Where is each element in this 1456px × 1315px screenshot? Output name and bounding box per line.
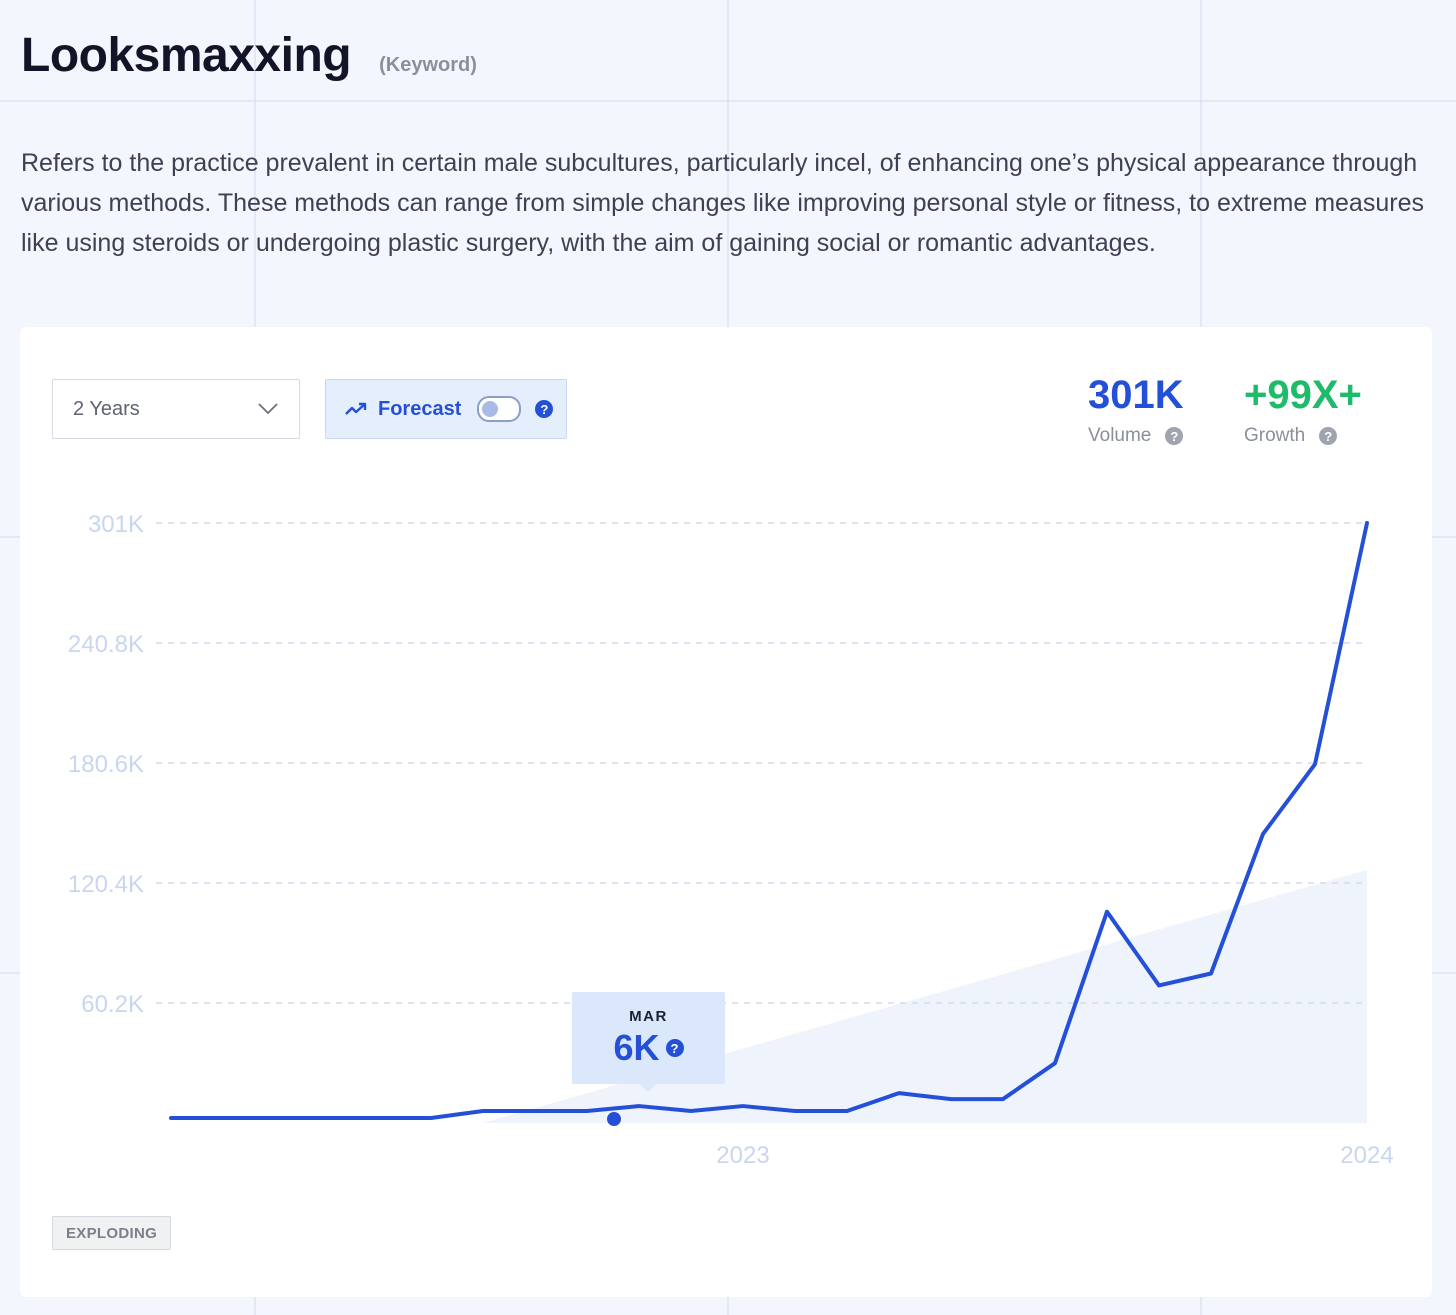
trend-line-chart: 301K 240.8K 180.6K 120.4K 60.2K 2023 2024: [68, 511, 1394, 1169]
page-title: Looksmaxxing: [21, 29, 352, 82]
growth-stat: +99X+ Growth ?: [1244, 371, 1362, 447]
keyword-type-label: (Keyword): [379, 54, 477, 76]
y-tick-label: 60.2K: [81, 991, 144, 1018]
y-tick-label: 120.4K: [68, 871, 144, 898]
volume-value: 301K: [1088, 373, 1184, 417]
time-range-value: 2 Years: [73, 397, 140, 420]
x-tick-label: 2023: [716, 1142, 769, 1169]
volume-label: Volume: [1088, 425, 1152, 446]
keyword-description: Refers to the practice prevalent in cert…: [21, 149, 1424, 257]
growth-help-icon[interactable]: ?: [1319, 427, 1338, 445]
toggle-knob: [482, 401, 499, 417]
y-tick-label: 240.8K: [68, 631, 144, 658]
forecast-label: Forecast: [378, 397, 462, 420]
data-point-tooltip: MAR 6K ?: [572, 992, 725, 1092]
growth-label: Growth: [1244, 425, 1306, 446]
tooltip-value: 6K: [613, 1027, 660, 1068]
forecast-control[interactable]: Forecast ?: [325, 379, 567, 439]
y-tick-label: 301K: [88, 511, 144, 538]
time-range-select[interactable]: 2 Years: [52, 379, 300, 439]
trend-area: [483, 869, 1367, 1123]
y-tick-label: 180.6K: [68, 751, 144, 778]
header: Looksmaxxing (Keyword): [21, 28, 477, 83]
trend-status-badge: EXPLODING: [52, 1216, 172, 1250]
trend-card: 2 Years Forecast ? 301K Volume ? +99X+ G…: [20, 327, 1432, 1297]
highlight-point: [607, 1112, 621, 1127]
tooltip-month: MAR: [629, 1008, 668, 1025]
volume-stat: 301K Volume ?: [1088, 371, 1184, 447]
forecast-toggle[interactable]: [477, 396, 522, 422]
volume-help-icon[interactable]: ?: [1165, 427, 1184, 445]
growth-value: +99X+: [1244, 373, 1362, 417]
forecast-help-icon[interactable]: ?: [535, 400, 554, 418]
tooltip-help-icon[interactable]: ?: [665, 1039, 684, 1057]
x-tick-label: 2024: [1340, 1142, 1393, 1169]
series-line: [169, 521, 1369, 1121]
trending-up-icon: [345, 402, 367, 415]
chevron-down-icon: [258, 403, 278, 415]
